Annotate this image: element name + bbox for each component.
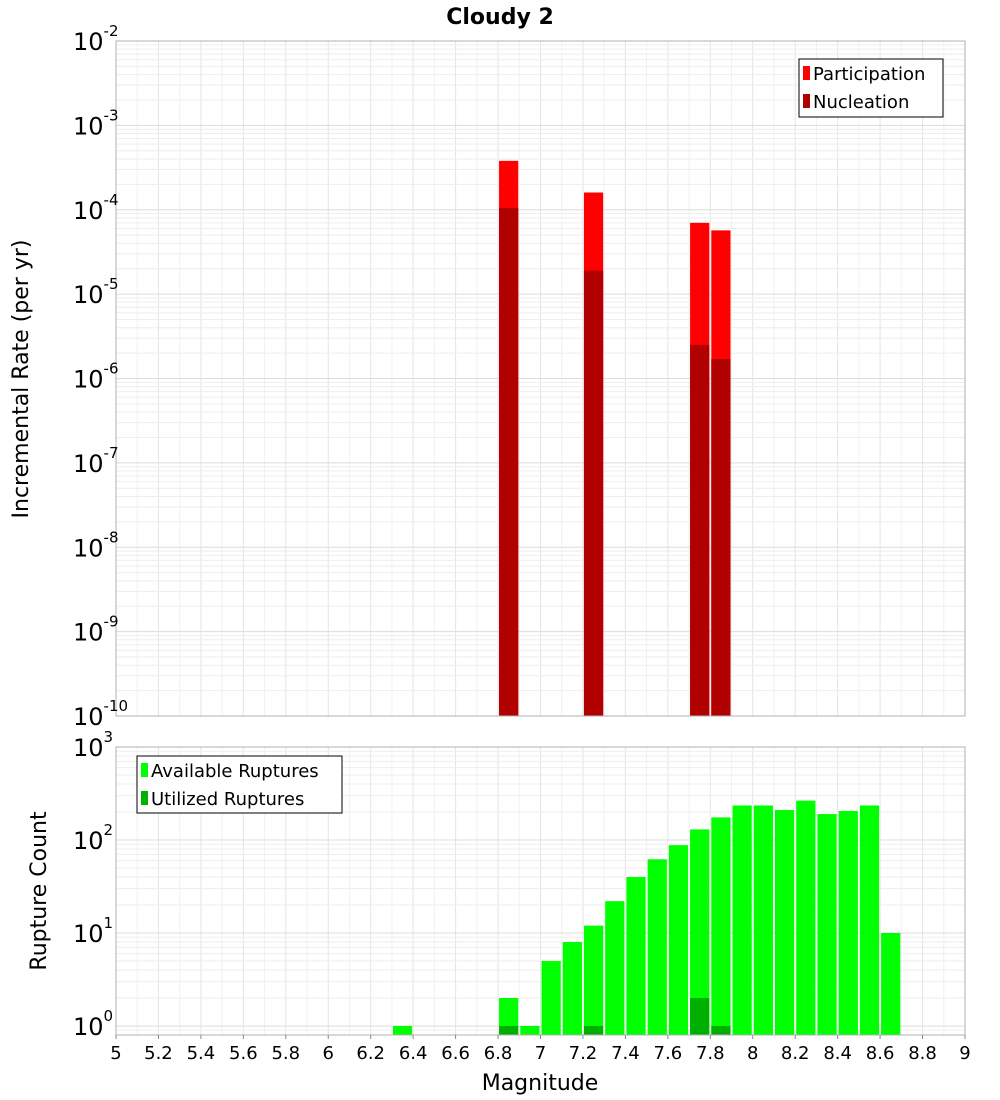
top-bar-b [711, 359, 731, 716]
top-y-axis-ticks: 10-2 10-3 10-4 10-5 10-6 10-7 10-8 10-9 10-10 [73, 22, 128, 731]
legend-label: Participation [813, 64, 925, 85]
bottom-bar-a [583, 925, 604, 1035]
bottom-plot-bars [392, 800, 901, 1035]
y-tick-label: 101 [73, 914, 113, 948]
bottom-bar-b [690, 997, 710, 1035]
bottom-bar-a [732, 805, 752, 1035]
legend-label: Nucleation [813, 92, 909, 113]
x-axis-label: Magnitude [482, 1071, 599, 1096]
x-tick-label: 8 [747, 1043, 758, 1064]
top-bar-b [690, 344, 710, 716]
bottom-bar-a [817, 814, 837, 1035]
y-tick-label: 10-6 [73, 360, 119, 394]
x-tick-label: 7.8 [696, 1043, 725, 1064]
bottom-bar-a [796, 800, 816, 1035]
bottom-y-axis-ticks: 103 102 101 100 [73, 728, 113, 1041]
x-tick-label: 7 [535, 1043, 546, 1064]
bottom-bar-a [838, 811, 858, 1035]
legend-swatch [141, 791, 148, 805]
top-plot-bars [499, 160, 731, 717]
bottom-bar-a [753, 805, 773, 1035]
y-tick-label: 10-9 [73, 613, 119, 647]
top-plot-frame [115, 40, 966, 717]
x-tick-label: 8.6 [866, 1043, 895, 1064]
x-tick-label: 6.4 [399, 1043, 428, 1064]
top-y-axis-label: Incremental Rate (per yr) [9, 240, 34, 519]
y-tick-label: 10-3 [73, 106, 119, 140]
bottom-bar-b [711, 1025, 731, 1035]
bottom-bar-a [711, 817, 731, 1035]
x-tick-label: 5 [110, 1043, 121, 1064]
legend-label: Available Ruptures [151, 761, 319, 782]
x-tick-label: 5.6 [229, 1043, 258, 1064]
x-tick-label: 5.4 [187, 1043, 216, 1064]
y-tick-label: 100 [73, 1007, 113, 1041]
top-plot-grid [116, 41, 965, 716]
x-axis-ticks: 5 5.2 5.4 5.6 5.8 6 6.2 6.4 6.6 6.8 7 7.2 7.4 7.6 7.8 8… [110, 1035, 971, 1064]
legend-swatch [141, 763, 148, 777]
bottom-bar-a [605, 901, 625, 1035]
bottom-bar-a [668, 845, 689, 1035]
chart-title: Cloudy 2 [446, 5, 554, 30]
x-tick-label: 8.2 [781, 1043, 810, 1064]
bottom-bar-a [774, 810, 795, 1035]
top-bar-b [583, 270, 604, 716]
bottom-bar-a [647, 859, 667, 1035]
y-tick-label: 103 [73, 728, 113, 762]
y-tick-label: 10-4 [73, 191, 119, 225]
y-tick-label: 10-2 [73, 22, 119, 56]
legend-box [798, 58, 944, 118]
x-tick-label: 7.2 [569, 1043, 598, 1064]
top-bar-b [499, 207, 519, 716]
legend-swatch [803, 66, 810, 80]
bottom-bar-a [392, 1025, 413, 1035]
bottom-bar-b [499, 1025, 519, 1035]
bottom-y-axis-label: Rupture Count [27, 811, 52, 971]
legend-label: Utilized Ruptures [151, 789, 304, 810]
bottom-bar-b [583, 1025, 604, 1035]
x-tick-label: 8.8 [908, 1043, 937, 1064]
y-tick-label: 102 [73, 821, 113, 855]
y-tick-label: 10-5 [73, 275, 119, 309]
y-tick-label: 10-7 [73, 444, 119, 478]
bottom-bar-a [499, 997, 519, 1035]
x-tick-label: 9 [959, 1043, 970, 1064]
x-tick-label: 7.6 [654, 1043, 683, 1064]
x-tick-label: 5.8 [271, 1043, 300, 1064]
legend-box [136, 755, 343, 814]
y-tick-label: 10-8 [73, 528, 119, 562]
bottom-bar-a [881, 932, 901, 1035]
x-tick-label: 6 [323, 1043, 334, 1064]
bottom-bar-a [626, 877, 646, 1035]
x-tick-label: 6.6 [441, 1043, 470, 1064]
bottom-bar-a [541, 960, 561, 1035]
y-tick-label: 10-10 [73, 697, 128, 731]
x-tick-label: 7.4 [611, 1043, 640, 1064]
x-tick-label: 5.2 [144, 1043, 173, 1064]
x-tick-label: 8.4 [823, 1043, 852, 1064]
bottom-bar-a [520, 1025, 540, 1035]
x-tick-label: 6.2 [356, 1043, 385, 1064]
bottom-bar-a [690, 829, 710, 1035]
x-tick-label: 6.8 [484, 1043, 513, 1064]
bottom-bar-a [562, 942, 582, 1035]
bottom-legend: Available Ruptures Utilized Ruptures [136, 755, 343, 814]
top-legend: Participation Nucleation [798, 58, 944, 118]
legend-swatch [803, 94, 810, 108]
bottom-bar-a [859, 805, 880, 1035]
